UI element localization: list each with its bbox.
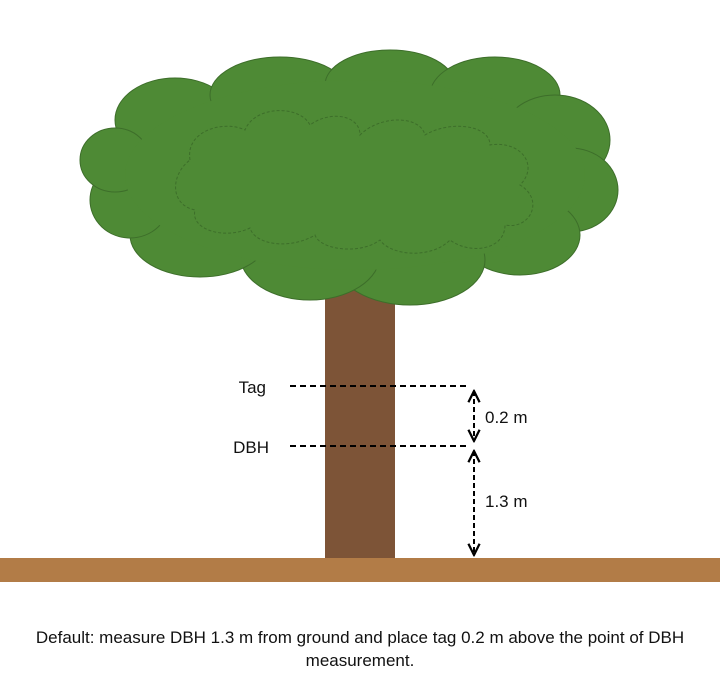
ground [0, 558, 720, 582]
tag-label: Tag [239, 378, 266, 397]
lower-measure-label: 1.3 m [485, 492, 528, 511]
tree-trunk [325, 288, 395, 560]
upper-measure-label: 0.2 m [485, 408, 528, 427]
diagram-caption: Default: measure DBH 1.3 m from ground a… [35, 628, 685, 670]
canopy-detail [175, 110, 534, 254]
tree-canopy [79, 49, 619, 306]
dbh-label: DBH [233, 438, 269, 457]
